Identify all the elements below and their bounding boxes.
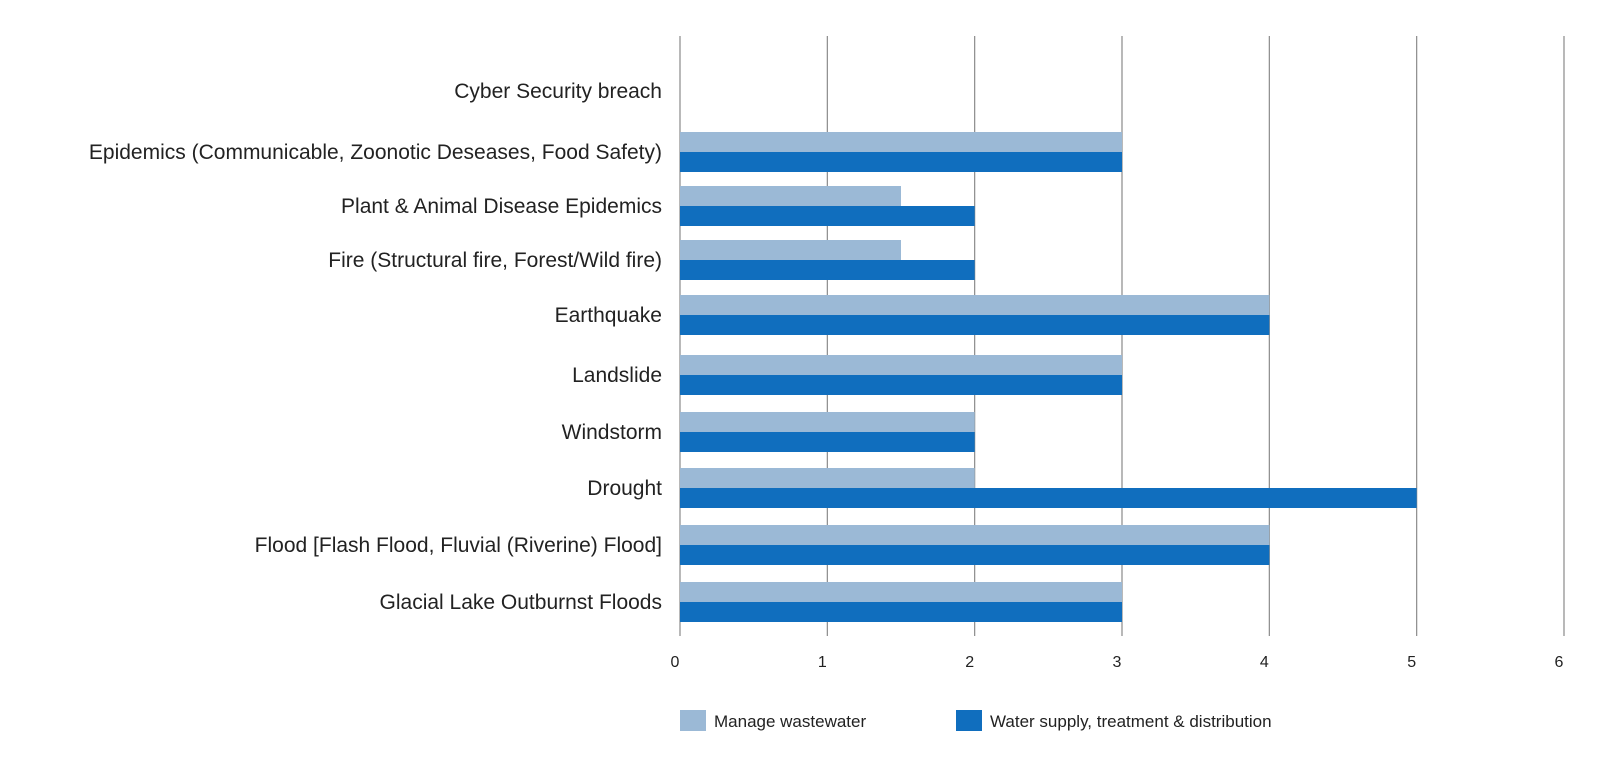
bar-water-supply-treatment-distribution-flood-flash-flood-fluvial-riverine-flood [680, 545, 1270, 565]
legend-label-water-supply: Water supply, treatment & distribution [990, 712, 1272, 731]
category-label-epidemics-communicable-zoonotic-deseases-food-safety: Epidemics (Communicable, Zoonotic Deseas… [89, 141, 662, 164]
category-label-windstorm: Windstorm [562, 421, 662, 444]
bar-manage-wastewater-fire-structural-fire-forest-wild-fire [680, 240, 901, 260]
x-tick-label-5: 5 [1407, 654, 1416, 671]
category-label-landslide: Landslide [572, 364, 662, 387]
category-label-plant-animal-disease-epidemics: Plant & Animal Disease Epidemics [341, 195, 662, 218]
x-tick-label-1: 1 [818, 654, 827, 671]
legend-item-water-supply: Water supply, treatment & distribution [956, 710, 1272, 731]
category-label-glacial-lake-outburnst-floods: Glacial Lake Outburnst Floods [380, 591, 662, 614]
bar-water-supply-treatment-distribution-fire-structural-fire-forest-wild-fire [680, 260, 975, 280]
bar-manage-wastewater-landslide [680, 355, 1122, 375]
bar-manage-wastewater-earthquake [680, 295, 1270, 315]
category-label-drought: Drought [587, 477, 662, 500]
bar-manage-wastewater-flood-flash-flood-fluvial-riverine-flood [680, 525, 1270, 545]
x-tick-label-2: 2 [965, 654, 974, 671]
bar-water-supply-treatment-distribution-plant-animal-disease-epidemics [680, 206, 975, 226]
x-tick-label-6: 6 [1555, 654, 1564, 671]
category-label-cyber-security-breach: Cyber Security breach [454, 80, 662, 103]
bar-water-supply-treatment-distribution-landslide [680, 375, 1122, 395]
x-tick-label-3: 3 [1113, 654, 1122, 671]
bar-manage-wastewater-drought [680, 468, 975, 488]
bars [680, 132, 1417, 622]
x-tick-label-0: 0 [671, 654, 680, 671]
legend: Manage wastewater Water supply, treatmen… [680, 710, 1272, 731]
bar-water-supply-treatment-distribution-epidemics-communicable-zoonotic-deseases-food-safety [680, 152, 1122, 172]
category-labels: Cyber Security breach Epidemics (Communic… [89, 80, 662, 614]
category-label-fire-structural-fire-forest-wild-fire: Fire (Structural fire, Forest/Wild fire) [328, 249, 662, 272]
legend-swatch-water-supply [956, 710, 982, 731]
bar-water-supply-treatment-distribution-drought [680, 488, 1417, 508]
bar-manage-wastewater-windstorm [680, 412, 975, 432]
legend-label-manage-wastewater: Manage wastewater [714, 712, 866, 731]
category-label-flood-flash-flood-fluvial-riverine-flood: Flood [Flash Flood, Fluvial (Riverine) F… [255, 534, 662, 557]
legend-swatch-manage-wastewater [680, 710, 706, 731]
bar-manage-wastewater-glacial-lake-outburnst-floods [680, 582, 1122, 602]
legend-item-manage-wastewater: Manage wastewater [680, 710, 866, 731]
x-tick-label-4: 4 [1260, 654, 1269, 671]
bar-manage-wastewater-plant-animal-disease-epidemics [680, 186, 901, 206]
category-label-earthquake: Earthquake [555, 304, 662, 327]
bar-water-supply-treatment-distribution-earthquake [680, 315, 1270, 335]
bar-water-supply-treatment-distribution-glacial-lake-outburnst-floods [680, 602, 1122, 622]
x-axis-tick-labels: 0 1 2 3 4 5 6 [671, 654, 1564, 671]
bar-water-supply-treatment-distribution-windstorm [680, 432, 975, 452]
bar-manage-wastewater-epidemics-communicable-zoonotic-deseases-food-safety [680, 132, 1122, 152]
